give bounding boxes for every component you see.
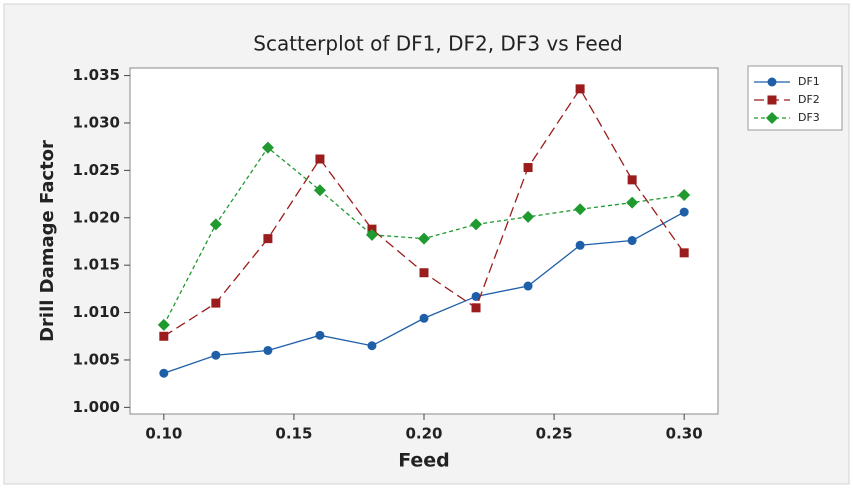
- point: [627, 175, 637, 185]
- point: [315, 154, 325, 164]
- y-tick-label: 1.015: [73, 256, 120, 274]
- point: [679, 207, 689, 217]
- legend-marker: [766, 112, 778, 124]
- x-tick-label: 0.30: [666, 425, 703, 443]
- point: [419, 268, 429, 278]
- x-tick-label: 0.15: [275, 425, 312, 443]
- point: [315, 330, 325, 340]
- point: [678, 189, 691, 202]
- point: [211, 298, 221, 308]
- point: [523, 281, 533, 291]
- point: [261, 141, 274, 154]
- point: [263, 234, 273, 244]
- point: [263, 345, 273, 355]
- legend-marker: [767, 77, 777, 87]
- y-tick-label: 1.010: [73, 303, 120, 321]
- point: [367, 341, 377, 351]
- chart-title: Scatterplot of DF1, DF2, DF3 vs Feed: [253, 32, 622, 56]
- point: [419, 313, 429, 323]
- y-tick-label: 1.020: [73, 208, 120, 226]
- point: [523, 163, 533, 173]
- point: [626, 196, 639, 209]
- x-tick-label: 0.25: [536, 425, 573, 443]
- legend-marker: [767, 95, 777, 105]
- legend-label: DF2: [798, 93, 820, 106]
- point: [211, 350, 221, 360]
- y-tick-label: 1.030: [73, 113, 120, 131]
- legend-label: DF3: [798, 111, 820, 124]
- y-tick-label: 1.000: [73, 398, 120, 416]
- legend-label: DF1: [798, 75, 820, 88]
- point: [470, 218, 483, 231]
- point: [209, 218, 222, 231]
- point: [627, 236, 637, 246]
- point: [575, 84, 585, 94]
- y-tick-label: 1.035: [73, 66, 120, 84]
- x-tick-label: 0.10: [145, 425, 182, 443]
- point: [679, 248, 689, 258]
- legend: [747, 65, 843, 131]
- point: [575, 240, 585, 250]
- y-tick-label: 1.005: [73, 350, 120, 368]
- x-tick-label: 0.20: [405, 425, 442, 443]
- point: [313, 184, 326, 197]
- point: [157, 318, 170, 331]
- y-axis-label: Drill Damage Factor: [37, 140, 58, 342]
- point: [522, 210, 535, 223]
- point: [471, 303, 481, 313]
- x-axis-label: Feed: [398, 450, 450, 472]
- point: [471, 291, 481, 301]
- point: [574, 203, 587, 216]
- point: [159, 368, 169, 378]
- point: [159, 331, 169, 341]
- point: [365, 228, 378, 241]
- point: [418, 232, 430, 245]
- y-tick-label: 1.025: [73, 161, 120, 179]
